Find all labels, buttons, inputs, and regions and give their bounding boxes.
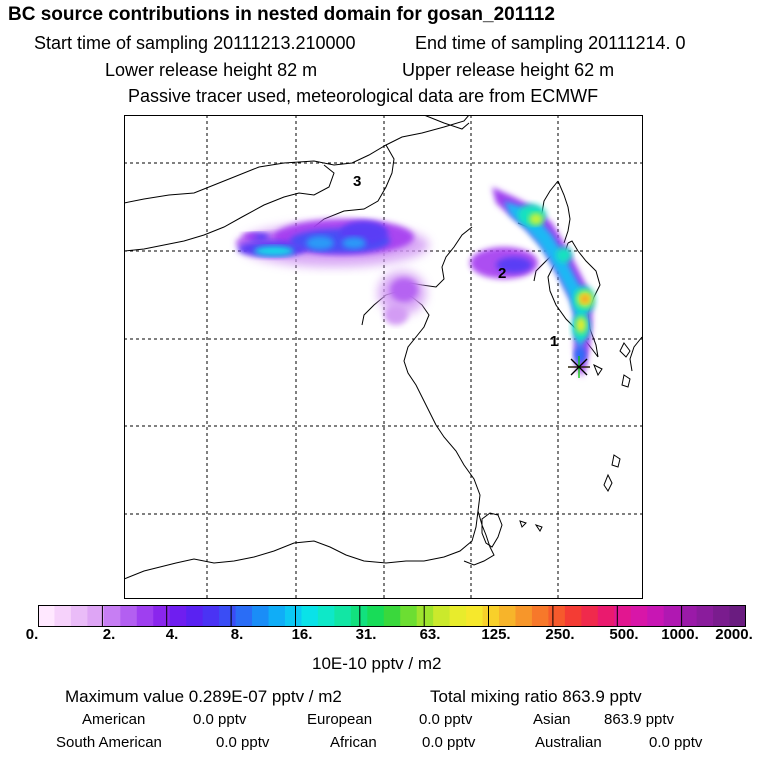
colorbar-cell xyxy=(317,605,335,627)
region-value-asian: 863.9 pptv xyxy=(604,711,675,728)
colorbar-cell xyxy=(169,605,187,627)
colorbar-cell xyxy=(581,605,599,627)
colorbar-cell xyxy=(680,605,698,627)
colorbar-cell xyxy=(729,605,746,627)
region-value-australian: 0.0 pptv xyxy=(649,734,703,751)
region-value-african: 0.0 pptv xyxy=(422,734,476,751)
region-name-european: European xyxy=(307,711,373,728)
colorbar-cell xyxy=(383,605,401,627)
colorbar-dividers xyxy=(101,605,683,627)
colorbar-unit: 10E-10 pptv / m2 xyxy=(312,654,442,673)
plume xyxy=(236,187,595,377)
end-time: End time of sampling 20111214. 0 xyxy=(415,33,686,53)
colorbar-cell xyxy=(548,605,566,627)
colorbar-cell xyxy=(449,605,467,627)
colorbar-cell xyxy=(70,605,88,627)
total-mixing-ratio: Total mixing ratio 863.9 pptv xyxy=(430,687,642,706)
colorbar-cell xyxy=(268,605,286,627)
colorbar-cell xyxy=(400,605,418,627)
colorbar-cell xyxy=(663,605,681,627)
colorbar-cell xyxy=(531,605,550,627)
colorbar-cell xyxy=(334,605,352,627)
colorbar-cell xyxy=(367,605,385,627)
colorbar-tick: 4. xyxy=(165,626,179,643)
colorbar-cell xyxy=(482,605,500,627)
colorbar-cells xyxy=(38,605,746,627)
colorbar-cell xyxy=(499,605,517,627)
colorbar-tick: 125. xyxy=(481,626,511,643)
colorbar-tick: 500. xyxy=(609,626,639,643)
release-site-marker xyxy=(568,356,590,378)
colorbar-cell xyxy=(153,605,171,627)
colorbar-cell xyxy=(696,605,714,627)
upper-release-height: Upper release height 62 m xyxy=(402,60,615,80)
colorbar-cell xyxy=(597,605,615,627)
colorbar-cell xyxy=(630,605,648,627)
colorbar-tick: 250. xyxy=(545,626,575,643)
colorbar-cell xyxy=(103,605,121,627)
colorbar-cell xyxy=(136,605,154,627)
colorbar-cell xyxy=(564,605,582,627)
colorbar-cell xyxy=(433,605,451,627)
colorbar-cell xyxy=(186,605,204,627)
colorbar-tick: 0. xyxy=(25,626,39,643)
colorbar-cell xyxy=(416,605,434,627)
region-name-african: African xyxy=(330,734,377,751)
colorbar-cell xyxy=(647,605,665,627)
maximum-value: Maximum value 0.289E-07 pptv / m2 xyxy=(65,687,342,706)
colorbar-cell xyxy=(284,605,303,627)
colorbar-cell xyxy=(614,605,632,627)
start-time: Start time of sampling 20111213.210000 xyxy=(34,33,356,53)
region-value-south-american: 0.0 pptv xyxy=(216,734,270,751)
colorbar-cell xyxy=(713,605,731,627)
colorbar-tick-labels: 0. 2. 4. 8. 16. 31. 63. 125. 250. 500. 1… xyxy=(0,626,768,648)
region-name-australian: Australian xyxy=(535,734,602,751)
region-value-american: 0.0 pptv xyxy=(193,711,247,728)
region-name-american: American xyxy=(82,711,146,728)
region-name-asian: Asian xyxy=(533,711,571,728)
region-label-3: 3 xyxy=(353,173,361,190)
colorbar-cell xyxy=(515,605,533,627)
colorbar-cell xyxy=(120,605,138,627)
colorbar-frame xyxy=(38,605,746,627)
region-label-2: 2 xyxy=(498,265,506,282)
colorbar xyxy=(38,605,746,627)
colorbar-cell xyxy=(301,605,319,627)
colorbar-cell xyxy=(54,605,72,627)
region-name-south-american: South American xyxy=(56,734,162,751)
colorbar-cell xyxy=(202,605,220,627)
colorbar-tick: 2000. xyxy=(715,626,753,643)
map-panel: 3 2 1 xyxy=(124,115,643,599)
colorbar-cell xyxy=(38,605,56,627)
colorbar-tick: 63. xyxy=(419,626,441,643)
colorbar-tick: 31. xyxy=(355,626,377,643)
colorbar-cell xyxy=(252,605,270,627)
coastlines xyxy=(124,115,643,580)
colorbar-tick: 1000. xyxy=(661,626,699,643)
colorbar-tick: 16. xyxy=(291,626,313,643)
colorbar-cell xyxy=(219,605,237,627)
colorbar-cell xyxy=(235,605,253,627)
colorbar-tick: 2. xyxy=(102,626,116,643)
colorbar-cell xyxy=(466,605,484,627)
colorbar-tick: 8. xyxy=(230,626,244,643)
colorbar-cell xyxy=(87,605,105,627)
lower-release-height: Lower release height 82 m xyxy=(105,60,318,80)
tracer-info: Passive tracer used, meteorological data… xyxy=(128,86,599,106)
region-label-1: 1 xyxy=(550,333,558,350)
plot-title: BC source contributions in nested domain… xyxy=(8,4,555,25)
region-value-european: 0.0 pptv xyxy=(419,711,473,728)
